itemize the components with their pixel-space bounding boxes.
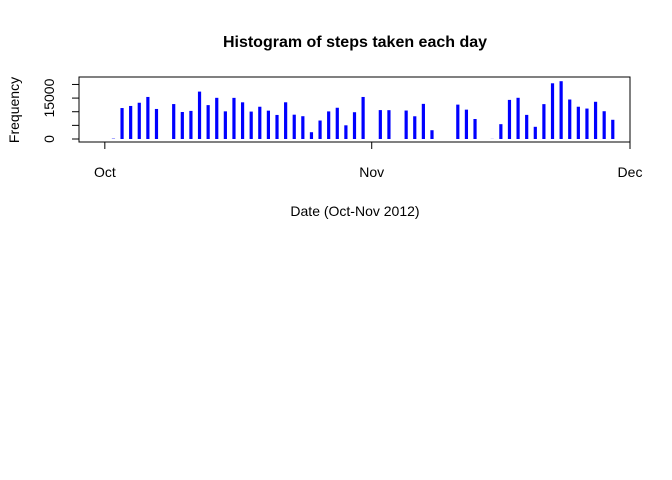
x-axis: Oct Nov Dec [94, 141, 643, 180]
y-axis-label: Frequency [6, 77, 22, 143]
y-tick-label: 15000 [41, 78, 57, 117]
x-tick-label: Oct [94, 164, 116, 180]
y-tick-label: 0 [41, 135, 57, 143]
chart-title: Histogram of steps taken each day [223, 34, 487, 51]
x-tick-label: Dec [618, 164, 643, 180]
bar-series [111, 81, 615, 139]
x-axis-label: Date (Oct-Nov 2012) [290, 203, 419, 219]
x-tick-label: Nov [359, 164, 384, 180]
y-axis: 0 15000 [41, 78, 80, 143]
